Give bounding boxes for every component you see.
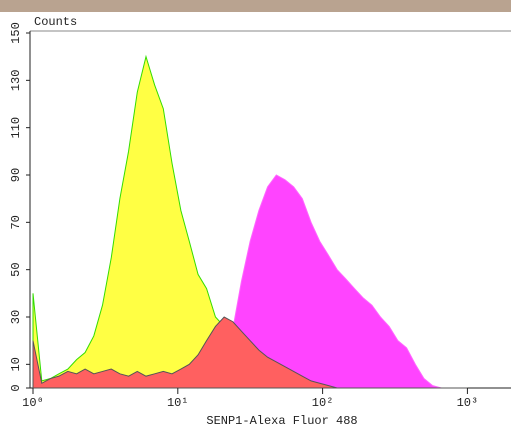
y-tick-label: 110 (9, 117, 23, 139)
y-axis-label: Counts (34, 15, 77, 29)
x-axis-label: SENP1-Alexa Fluor 488 (206, 414, 357, 428)
y-tick-label: 0 (9, 384, 23, 391)
y-tick-label: 70 (9, 215, 23, 229)
y-tick-label: 130 (9, 70, 23, 92)
y-tick-label: 30 (9, 310, 23, 324)
y-tick-label: 90 (9, 168, 23, 182)
y-tick-label: 150 (9, 22, 23, 44)
image-strip (0, 0, 511, 12)
x-tick-label: 10³ (457, 396, 479, 410)
histogram-area (32, 316, 468, 389)
y-tick-label: 50 (9, 262, 23, 276)
x-tick-label: 10² (312, 396, 334, 410)
y-tick-label: 10 (9, 357, 23, 371)
x-tick-label: 10⁰ (22, 396, 44, 410)
x-tick-label: 10¹ (167, 396, 189, 410)
